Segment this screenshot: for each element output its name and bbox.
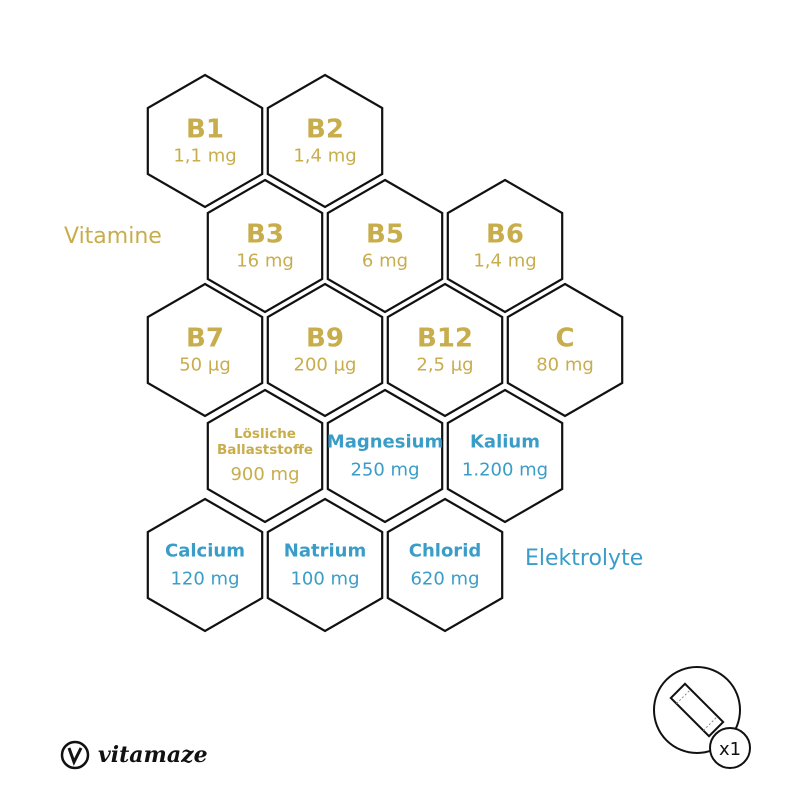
hexagon-cell — [326, 178, 444, 314]
brand-name: vitamaze — [98, 742, 208, 768]
hexagon-cell — [206, 388, 324, 524]
nutrient-name: B12 — [417, 323, 473, 354]
nutrient-cell: Magnesium 250 mg — [325, 431, 445, 480]
nutrient-cell: C 80 mg — [505, 324, 625, 377]
hexagon-cell — [506, 282, 624, 418]
nutrient-name: Kalium — [469, 431, 540, 453]
nutrient-cell: B12 2,5 µg — [385, 324, 505, 377]
hexagon-cell — [266, 73, 384, 209]
nutrient-cell: B7 50 µg — [145, 324, 265, 377]
nutrient-cell: Kalium 1.200 mg — [445, 431, 565, 480]
hexagon-cell — [146, 282, 264, 418]
vitamaze-logo-icon — [60, 740, 90, 770]
nutrient-cell: B9 200 µg — [265, 324, 385, 377]
nutrient-cell: B3 16 mg — [205, 220, 325, 273]
nutrient-amount: 620 mg — [410, 568, 480, 589]
nutrient-cell: Lösliche Ballaststoffe 900 mg — [205, 426, 325, 486]
hexagon-cell — [446, 178, 564, 314]
hexagon-cell — [326, 388, 444, 524]
nutrient-name: B5 — [366, 219, 404, 250]
electrolytes-group-label: Elektrolyte — [525, 546, 644, 571]
nutrient-amount: 50 µg — [179, 354, 231, 376]
hexagon-cell — [386, 497, 504, 633]
hexagon-cell — [266, 497, 384, 633]
nutrient-cell: B2 1,4 mg — [265, 115, 385, 168]
hexagon-cell — [206, 178, 324, 314]
nutrient-cell: B6 1,4 mg — [445, 220, 565, 273]
nutrient-cell: Natrium 100 mg — [265, 540, 385, 589]
hexagon-cell — [146, 497, 264, 633]
nutrient-name: Magnesium — [326, 431, 444, 453]
nutrient-amount: 1,1 mg — [173, 145, 237, 167]
nutrient-amount: 120 mg — [170, 568, 240, 589]
nutrient-cell: Calcium 120 mg — [145, 540, 265, 589]
nutrient-name: Calcium — [165, 540, 245, 562]
serving-count: x1 — [719, 739, 741, 760]
hexagon-cell — [266, 282, 384, 418]
nutrient-amount: 1.200 mg — [461, 459, 549, 480]
nutrient-cell: Chlorid 620 mg — [385, 540, 505, 589]
nutrient-name: B1 — [186, 114, 224, 145]
nutrient-amount: 1,4 mg — [473, 250, 537, 272]
nutrient-amount: 900 mg — [230, 464, 300, 486]
nutrient-cell: B5 6 mg — [325, 220, 445, 273]
nutrient-name: B3 — [246, 219, 284, 250]
vitamins-group-label: Vitamine — [64, 224, 162, 249]
nutrient-amount: 2,5 µg — [416, 354, 474, 376]
nutrient-name: B9 — [306, 323, 344, 354]
brand-logo: vitamaze — [60, 740, 208, 770]
nutrient-name: B7 — [186, 323, 224, 354]
stick-pack-icon — [669, 682, 725, 738]
nutrient-name: B2 — [306, 114, 344, 145]
serving-badge: x1 — [653, 666, 751, 769]
nutrient-amount: 16 mg — [236, 250, 294, 272]
nutrient-amount: 1,4 mg — [293, 145, 357, 167]
nutrient-amount: 6 mg — [361, 250, 409, 272]
nutrient-name: C — [555, 323, 575, 354]
nutrient-name: B6 — [486, 219, 524, 250]
nutrient-amount: 200 µg — [293, 354, 357, 376]
nutrient-amount: 250 mg — [350, 459, 420, 480]
nutrient-cell: B1 1,1 mg — [145, 115, 265, 168]
nutrient-name: Chlorid — [408, 540, 482, 562]
nutrient-amount: 80 mg — [536, 354, 594, 376]
nutrient-name: Lösliche Ballaststoffe — [216, 426, 314, 459]
hexagon-cell — [146, 73, 264, 209]
nutrient-name: Natrium — [283, 540, 367, 562]
nutrient-amount: 100 mg — [290, 568, 360, 589]
hexagon-cell — [386, 282, 504, 418]
hexagon-cell — [446, 388, 564, 524]
